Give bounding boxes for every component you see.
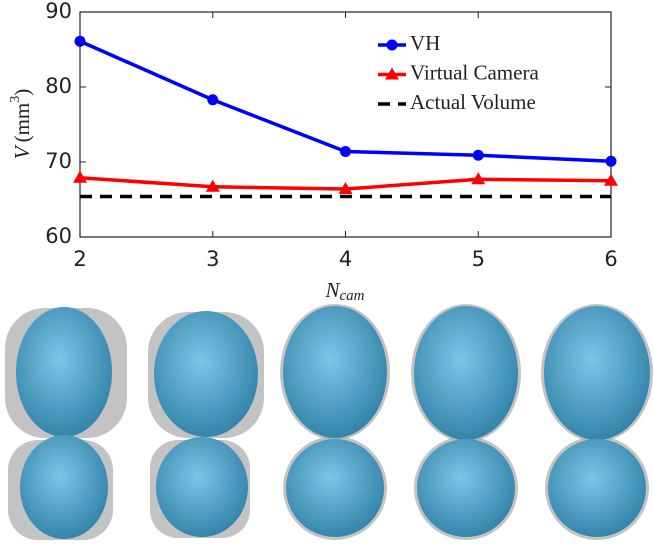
y-tick-label: 80 — [45, 74, 72, 98]
legend-label: VH — [410, 31, 440, 55]
blob-column — [411, 304, 521, 540]
y-tick-label: 60 — [45, 224, 72, 248]
point — [338, 182, 353, 194]
y-tick-label: 70 — [45, 149, 72, 173]
y-label-symbol: V — [10, 144, 34, 159]
point — [340, 146, 351, 157]
plot-frame — [79, 11, 612, 238]
x-tick-label: 4 — [339, 247, 352, 271]
point — [73, 170, 87, 183]
blob-column — [5, 307, 127, 540]
y-tick-label: 90 — [45, 0, 72, 23]
x-tick-label: 3 — [206, 247, 219, 271]
point — [605, 155, 617, 167]
blob-column — [148, 311, 264, 538]
point — [472, 149, 484, 161]
reconstruction-images — [5, 304, 653, 540]
legend-label: Actual Volume — [410, 90, 536, 114]
point — [604, 173, 618, 186]
point — [207, 94, 219, 106]
x-tick-label: 5 — [472, 247, 485, 271]
legend-label: Virtual Camera — [410, 60, 539, 84]
legend-marker — [385, 67, 399, 80]
point — [471, 172, 486, 185]
blob-column — [280, 304, 390, 540]
y-label-unit: (mm — [10, 103, 34, 143]
legend-marker — [386, 39, 398, 51]
y-label-close: ) — [10, 89, 34, 96]
x-axis-label: Ncam — [324, 278, 364, 305]
x-label-symbol: N — [324, 278, 340, 302]
x-tick-label: 2 — [73, 247, 86, 271]
y-label-exponent: 3 — [8, 96, 23, 103]
point — [205, 179, 220, 192]
x-label-subscript: cam — [340, 288, 365, 304]
blob-column — [541, 304, 653, 540]
y-axis-label: V(mm3) — [8, 89, 34, 160]
x-tick-label: 6 — [604, 247, 617, 271]
point — [74, 35, 86, 47]
